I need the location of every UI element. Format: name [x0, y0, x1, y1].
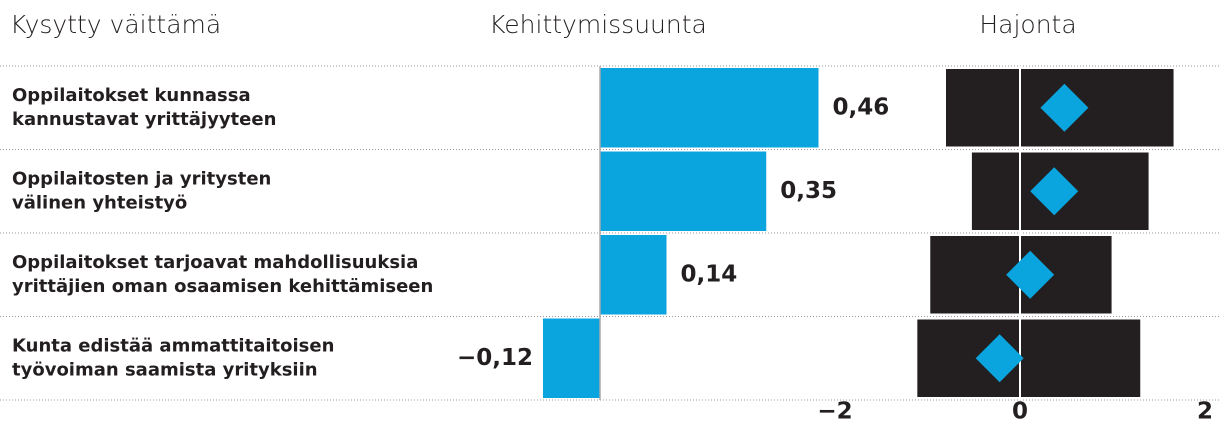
- value-label: −0,12: [457, 345, 533, 371]
- x-tick-label: 0: [1012, 399, 1028, 425]
- value-label: 0,46: [833, 94, 890, 120]
- column-header: Kehittymissuunta: [489, 10, 707, 39]
- category-label: Oppilaitosten ja yritysten: [12, 168, 271, 189]
- mean-marker: [1030, 167, 1079, 216]
- value-label: 0,14: [681, 261, 738, 287]
- category-label: Oppilaitokset tarjoavat mahdollisuuksia: [12, 252, 418, 273]
- mean-marker: [1006, 250, 1055, 299]
- category-label: Oppilaitokset kunnassa: [12, 85, 251, 106]
- column-header: Kysytty väittämä: [10, 10, 221, 39]
- mean-marker: [975, 334, 1024, 383]
- category-label: välinen yhteistyö: [12, 192, 187, 213]
- mean-marker: [1040, 83, 1089, 132]
- bar: [600, 68, 819, 148]
- value-label: 0,35: [780, 178, 837, 204]
- category-label: työvoiman saamista yrityksiin: [12, 359, 318, 380]
- x-tick-label: −2: [817, 399, 852, 425]
- category-label: Kunta edistää ammattitaitoisen: [12, 335, 334, 356]
- range-bar: [917, 319, 1141, 397]
- bar: [600, 151, 767, 231]
- bar: [543, 318, 600, 398]
- category-label: kannustavat yrittäjyyteen: [12, 109, 276, 130]
- bar: [600, 235, 667, 315]
- column-header: Hajonta: [979, 10, 1076, 39]
- category-label: yrittäjien oman osaamisen kehittämiseen: [12, 276, 433, 297]
- x-tick-label: 2: [1197, 399, 1213, 425]
